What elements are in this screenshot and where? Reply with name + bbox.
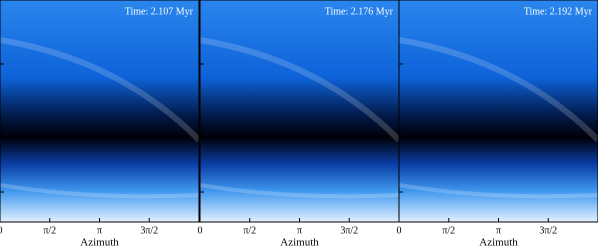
x-tick-label: 3π/2 <box>340 225 358 236</box>
streak <box>199 37 402 143</box>
panel-image <box>399 0 598 222</box>
panel-image <box>200 0 399 222</box>
panel-image <box>0 0 199 222</box>
streak <box>0 37 202 143</box>
x-tick-label: 0 <box>397 225 402 236</box>
x-axis-label: Azimuth <box>479 237 518 249</box>
x-tick-label: 3π/2 <box>539 225 557 236</box>
streak <box>199 183 400 199</box>
x-tick-label: π/2 <box>43 225 56 236</box>
annotation: Time: 2.107 Myr <box>125 6 194 17</box>
streak <box>398 183 598 199</box>
annotation: Time: 2.176 Myr <box>325 6 394 17</box>
x-tick-label: π <box>496 225 501 236</box>
streak <box>398 37 598 143</box>
x-tick-label: 3π/2 <box>140 225 158 236</box>
x-axis-label: Azimuth <box>280 237 319 249</box>
x-tick-label: π <box>297 225 302 236</box>
x-axis-label: Azimuth <box>80 237 119 249</box>
x-tick-label: 0 <box>0 225 3 236</box>
annotation: Time: 2.192 Myr <box>524 6 593 17</box>
x-tick-label: π/2 <box>442 225 455 236</box>
x-tick-label: π/2 <box>243 225 256 236</box>
streak <box>0 183 200 199</box>
x-tick-label: π <box>97 225 102 236</box>
x-tick-label: 0 <box>198 225 203 236</box>
